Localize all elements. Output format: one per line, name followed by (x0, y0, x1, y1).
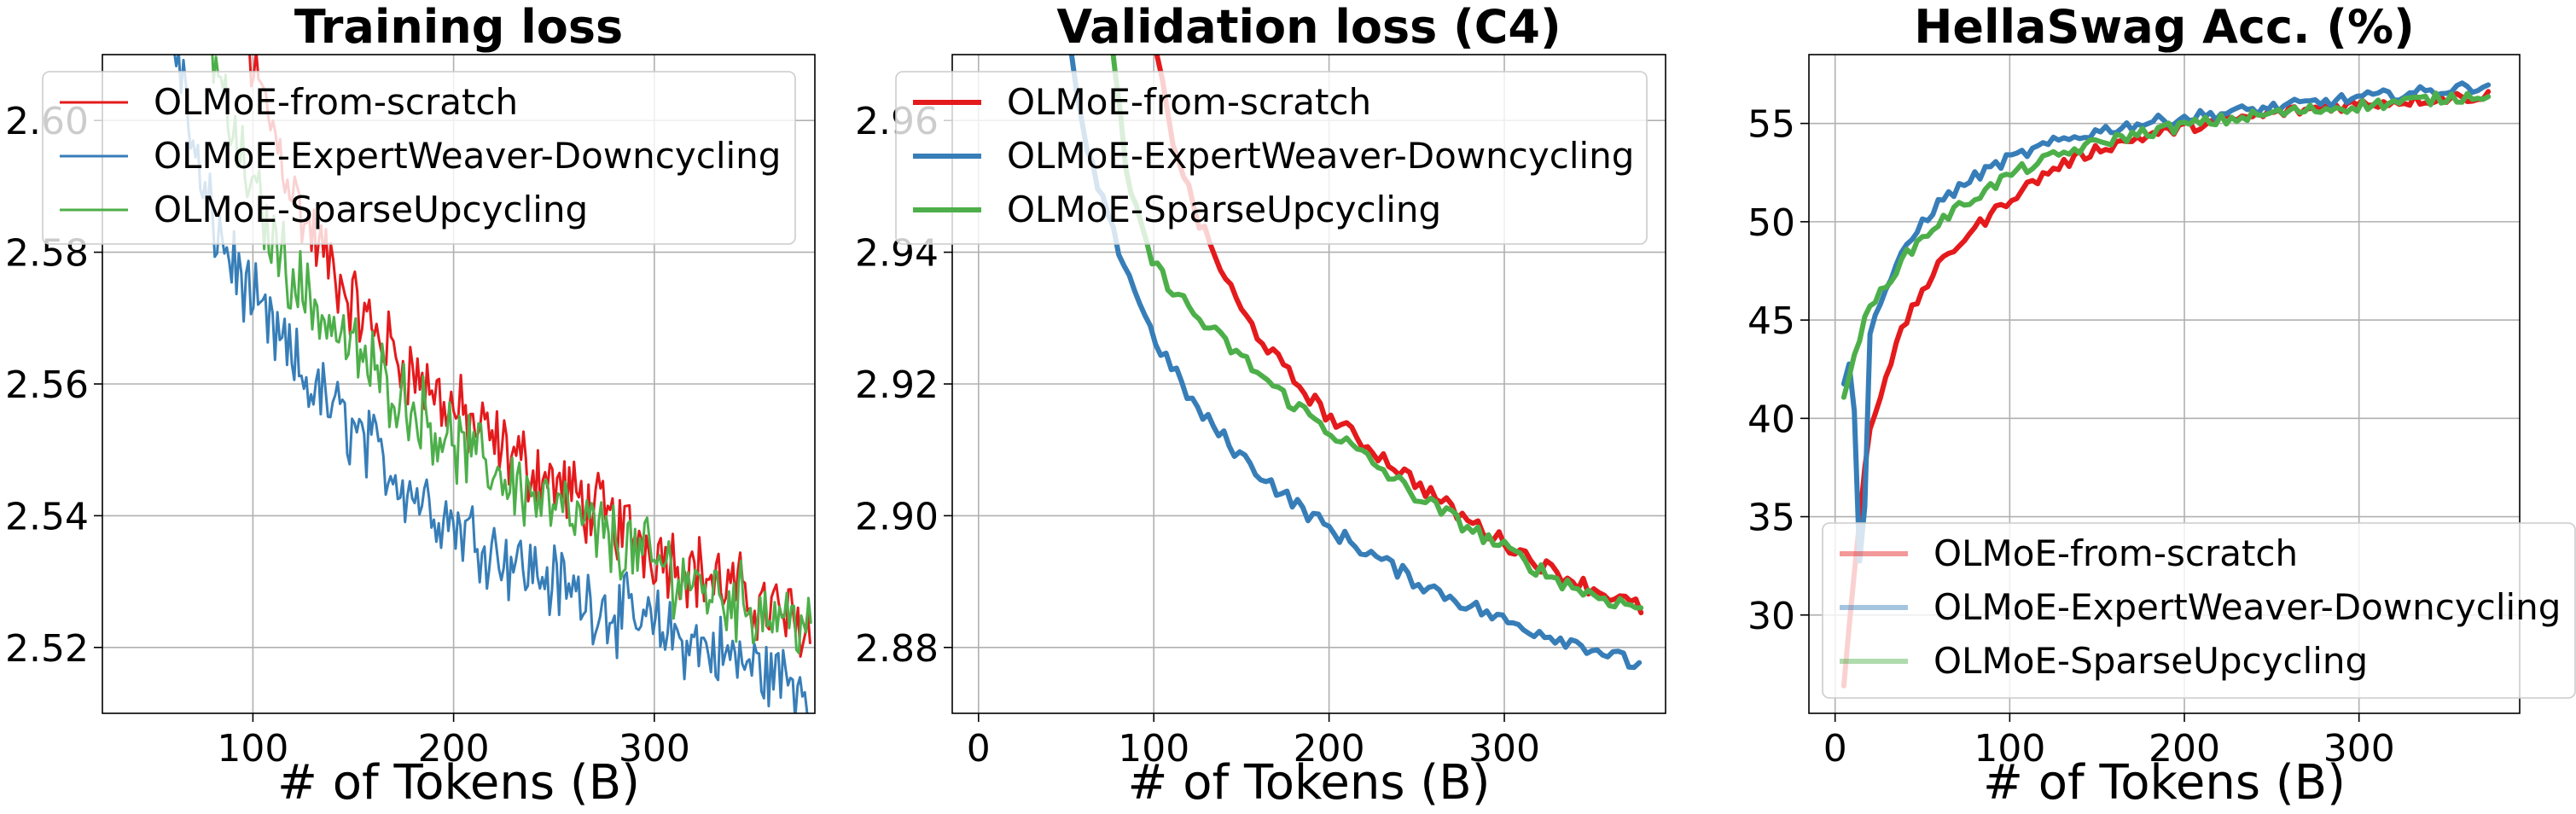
series-group (1840, 80, 2492, 689)
x-axis-label: # of Tokens (B) (1128, 755, 1491, 811)
legend-box (1822, 522, 2576, 699)
legend-label: OLMoE-SparseUpcycling (154, 189, 588, 230)
y-tick-label: 2.92 (855, 363, 939, 407)
x-tick-label: 100 (217, 727, 288, 770)
series-line-olmoe-expertweaver-downcycling (1068, 55, 1643, 671)
x-tick-label: 300 (619, 727, 690, 770)
x-tick-label: 100 (1118, 727, 1189, 770)
series-line-olmoe-sparseupcycling (1840, 90, 2492, 400)
x-tick-label: 0 (967, 727, 991, 770)
y-tick-label: 2.54 (5, 495, 89, 538)
legend-box (42, 71, 796, 245)
x-axis-label: # of Tokens (B) (277, 755, 640, 811)
y-tick-label: 2.56 (5, 363, 89, 407)
chart-panel-3: 0 100 200 300 30 35 40 45 50 55 HellaSwag Acc. (%)… (1747, 0, 2576, 811)
x-tick-label: 300 (1468, 727, 1540, 770)
series-line-olmoe-sparseupcycling (1110, 55, 1644, 611)
series-line-olmoe-from-scratch (1154, 55, 1644, 616)
y-tick-label: 55 (1747, 103, 1795, 147)
y-tick-label: 30 (1747, 595, 1795, 638)
x-tick-label: 300 (2323, 727, 2395, 770)
y-tick-label: 2.88 (855, 627, 939, 671)
legend: OLMoE-from-scratch OLMoE-ExpertWeaver-Dow… (895, 71, 1648, 245)
series-line-olmoe-expertweaver-downcycling (173, 55, 809, 713)
plot-frame (1808, 54, 2521, 714)
chart-panel-2: 01002003002.882.902.922.942.96Validation… (855, 0, 1666, 811)
legend-label: OLMoE-ExpertWeaver-Downcycling (1933, 586, 2561, 628)
y-tick-label: 2.90 (855, 495, 939, 538)
chart-title: Training loss (294, 0, 623, 54)
y-tick-label: 50 (1747, 201, 1795, 245)
legend: OLMoE-from-scratch OLMoE-ExpertWeaver-Dow… (1822, 522, 2576, 699)
y-tick-label: 45 (1747, 299, 1795, 343)
x-axis-label: # of Tokens (B) (1983, 755, 2346, 811)
legend-label: OLMoE-from-scratch (1933, 532, 2298, 574)
x-tick-label: 0 (1823, 727, 1847, 770)
series-line-olmoe-expertweaver-downcycling (1840, 80, 2492, 564)
series-group (1068, 55, 1644, 671)
y-tick-label: 40 (1747, 398, 1795, 441)
y-tick-label: 2.52 (5, 627, 89, 671)
y-tick-label: 35 (1747, 497, 1795, 540)
chart-title: HellaSwag Acc. (%) (1914, 0, 2415, 54)
legend-label: OLMoE-from-scratch (154, 81, 518, 123)
legend-label: OLMoE-from-scratch (1007, 81, 1371, 123)
x-tick-label: 200 (2149, 727, 2220, 770)
legend-box (895, 71, 1648, 245)
legend: OLMoE-from-scratch OLMoE-ExpertWeaver-Dow… (42, 71, 796, 245)
series-line-olmoe-sparseupcycling (211, 55, 812, 654)
legend-label: OLMoE-SparseUpcycling (1007, 189, 1441, 230)
x-tick-label: 200 (1294, 727, 1365, 770)
chart-title: Validation loss (C4) (1056, 0, 1561, 54)
legend-label: OLMoE-ExpertWeaver-Downcycling (154, 135, 781, 177)
x-tick-label: 100 (1974, 727, 2045, 770)
legend-label: OLMoE-SparseUpcycling (1933, 640, 2368, 682)
legend-label: OLMoE-ExpertWeaver-Downcycling (1007, 135, 1634, 177)
x-tick-label: 200 (418, 727, 490, 770)
